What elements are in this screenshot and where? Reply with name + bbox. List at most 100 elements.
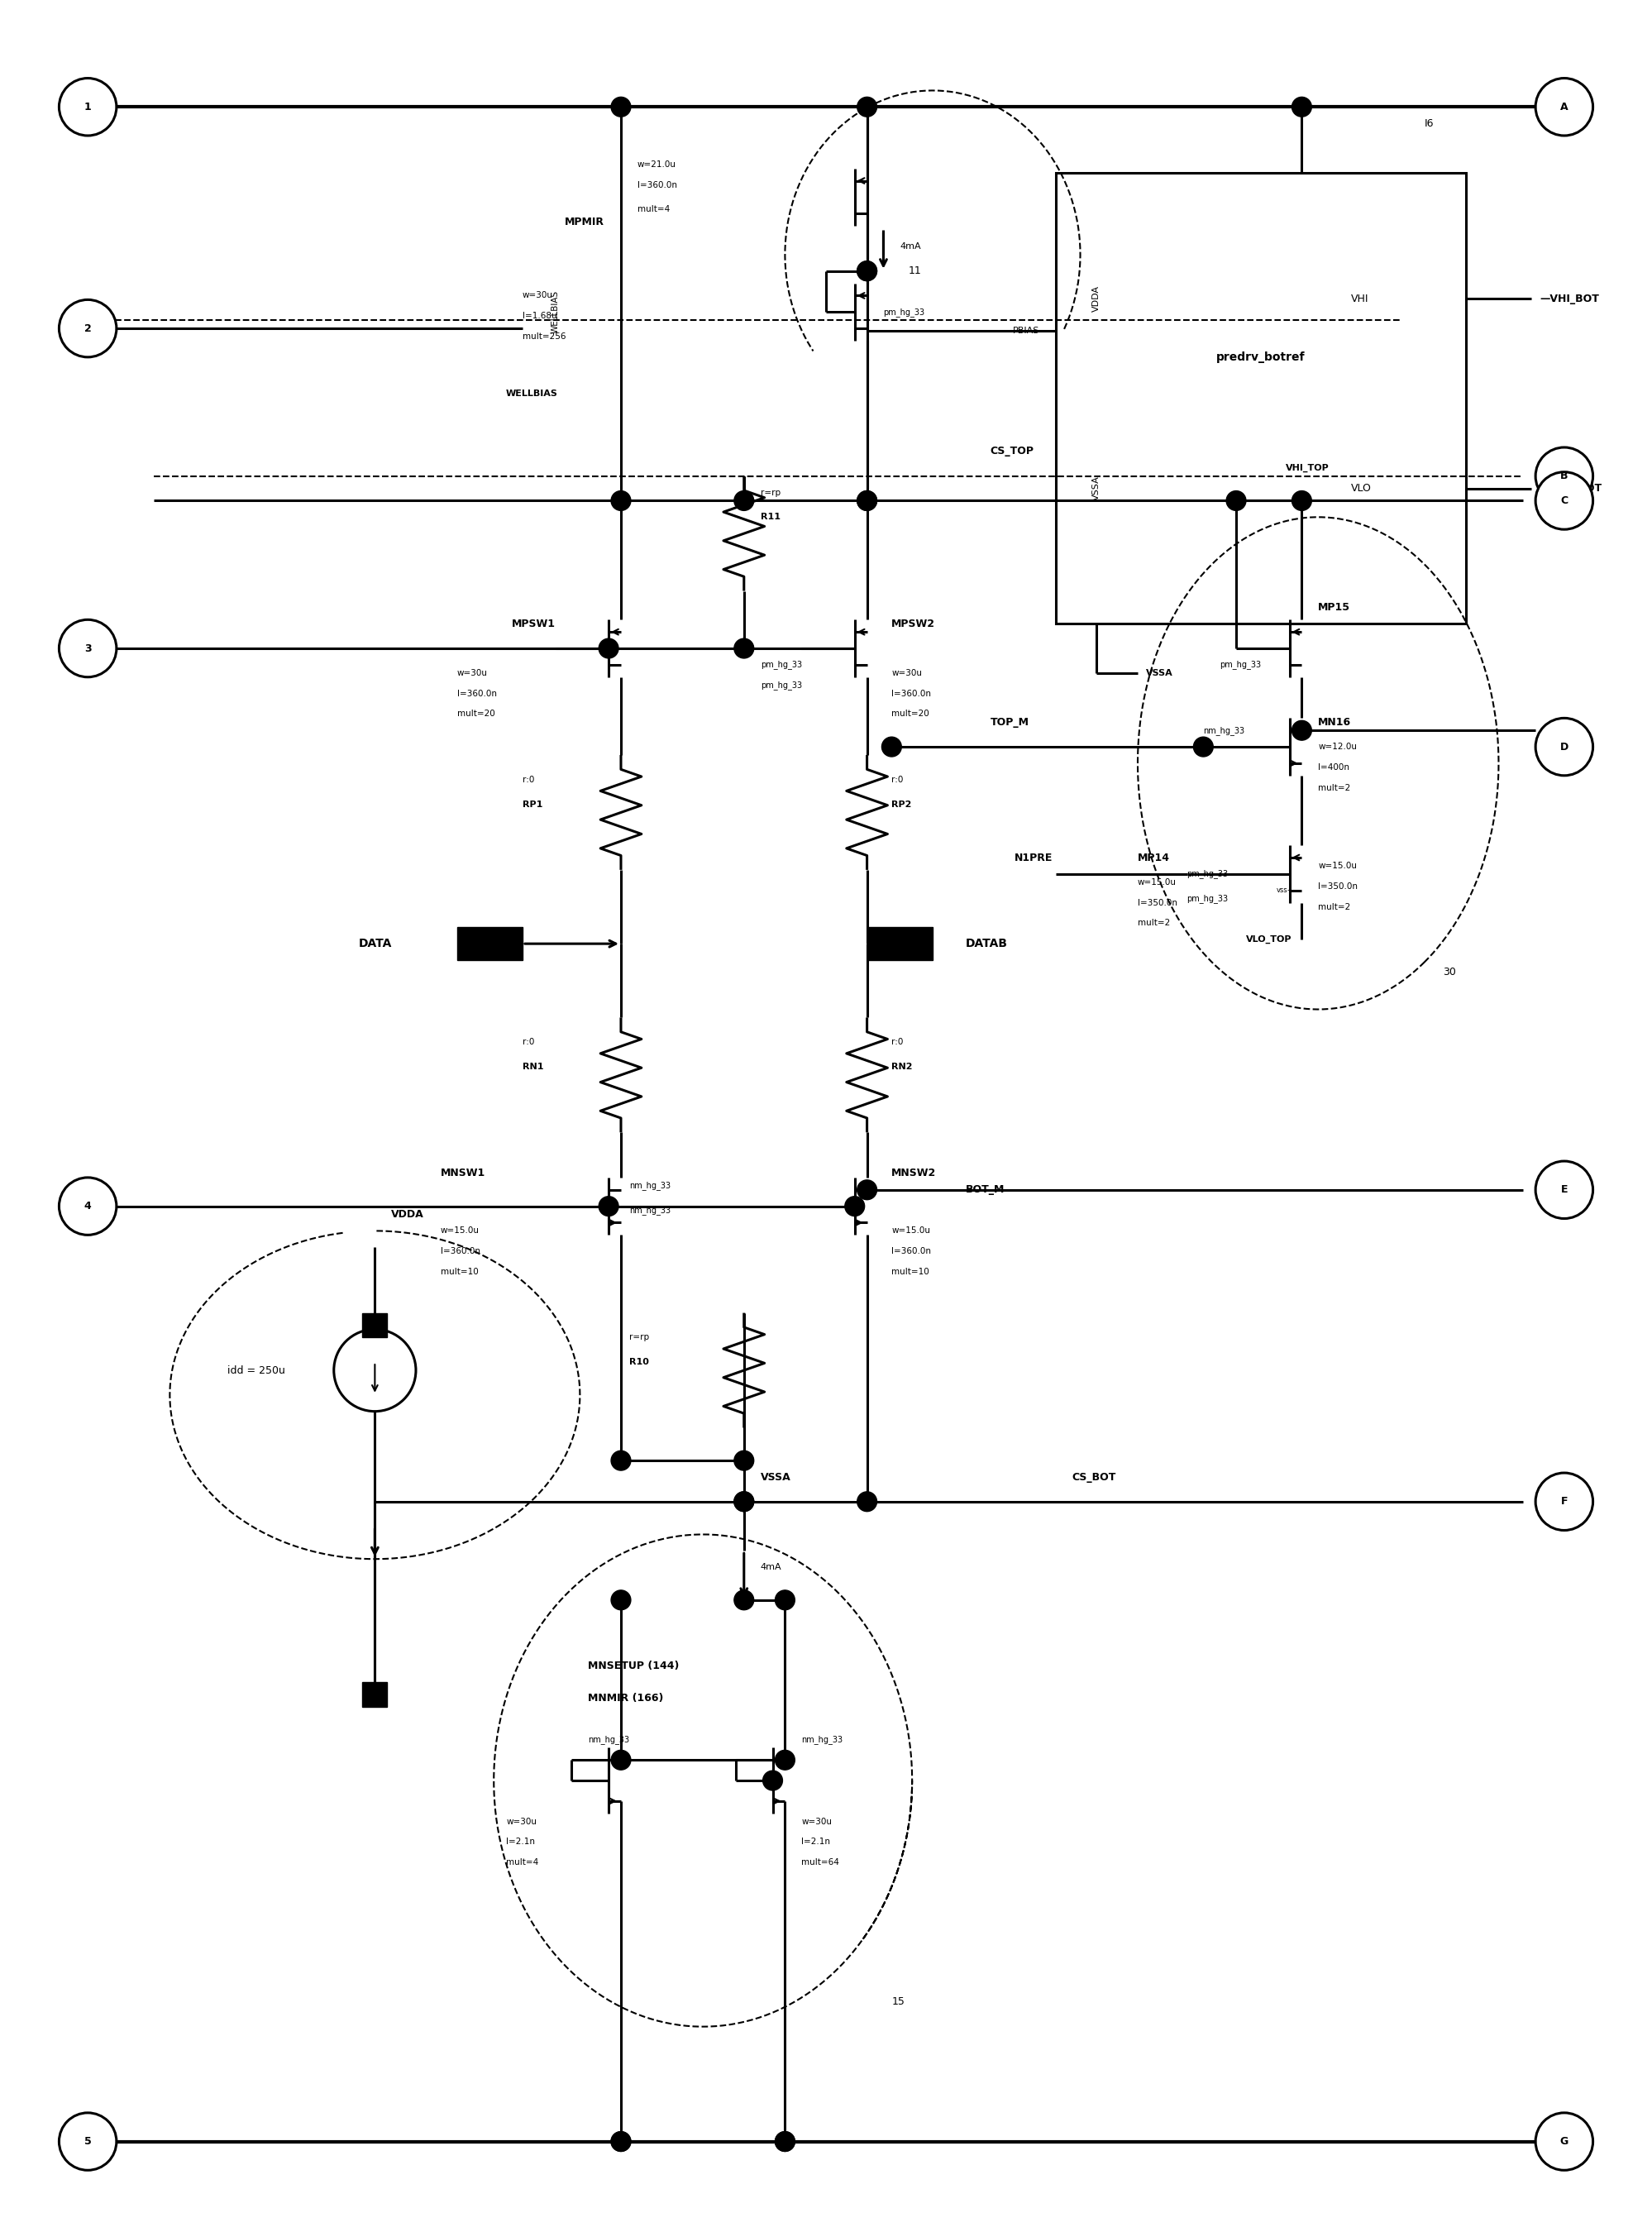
Circle shape: [59, 2114, 117, 2170]
Circle shape: [611, 491, 631, 511]
Text: nm_hg_33: nm_hg_33: [801, 1734, 843, 1743]
Text: w=30u: w=30u: [506, 1817, 537, 1826]
Circle shape: [598, 638, 618, 658]
Circle shape: [611, 1589, 631, 1609]
Text: pm_hg_33: pm_hg_33: [760, 661, 801, 670]
Text: r=rp: r=rp: [760, 489, 780, 498]
FancyArrow shape: [458, 926, 522, 960]
Text: w=15.0u: w=15.0u: [1138, 877, 1176, 886]
Text: 2: 2: [84, 324, 91, 335]
Text: DATA: DATA: [358, 937, 392, 949]
Text: RP2: RP2: [892, 799, 912, 808]
Text: l=360.0n: l=360.0n: [458, 690, 497, 699]
Text: 15: 15: [892, 1998, 905, 2007]
Text: VLO_TOP: VLO_TOP: [1246, 935, 1292, 944]
Circle shape: [1535, 446, 1593, 504]
Bar: [1056, 172, 1465, 623]
Circle shape: [733, 1451, 753, 1471]
Circle shape: [1292, 721, 1312, 741]
Text: mult=4: mult=4: [638, 205, 669, 214]
Text: RP1: RP1: [522, 799, 542, 808]
Circle shape: [1292, 491, 1312, 511]
Text: pm_hg_33: pm_hg_33: [1219, 661, 1260, 670]
Text: VHI_TOP: VHI_TOP: [1285, 464, 1328, 473]
Text: w=15.0u: w=15.0u: [892, 1228, 930, 1234]
Text: pm_hg_33: pm_hg_33: [760, 681, 801, 690]
Text: D: D: [1559, 741, 1568, 752]
Circle shape: [857, 491, 877, 511]
Circle shape: [59, 1178, 117, 1234]
Text: 4: 4: [84, 1201, 91, 1212]
Text: l=360.0n: l=360.0n: [892, 690, 932, 699]
Text: WELLBIAS: WELLBIAS: [552, 290, 560, 333]
Circle shape: [59, 620, 117, 676]
Circle shape: [1226, 491, 1246, 511]
Text: predrv_botref: predrv_botref: [1216, 350, 1305, 364]
Text: idd = 250u: idd = 250u: [228, 1366, 286, 1375]
Text: l=350.0n: l=350.0n: [1138, 899, 1178, 906]
Text: F: F: [1561, 1495, 1568, 1507]
Circle shape: [733, 1589, 753, 1609]
Text: 4mA: 4mA: [760, 1562, 781, 1571]
Text: nm_hg_33: nm_hg_33: [629, 1181, 671, 1190]
Text: MP14: MP14: [1138, 853, 1170, 864]
Text: nm_hg_33: nm_hg_33: [1203, 725, 1244, 734]
Text: pm_hg_33: pm_hg_33: [1186, 895, 1229, 904]
Circle shape: [857, 1491, 877, 1511]
Text: VSSA: VSSA: [1146, 670, 1173, 676]
Text: mult=20: mult=20: [458, 710, 494, 719]
Text: VSSA: VSSA: [1092, 475, 1100, 500]
Circle shape: [733, 491, 753, 511]
Text: pm_hg_33: pm_hg_33: [1186, 870, 1229, 879]
Circle shape: [844, 1196, 864, 1216]
Circle shape: [733, 1491, 753, 1511]
Text: C: C: [1561, 496, 1568, 507]
Text: mult=2: mult=2: [1318, 902, 1351, 911]
Text: 11: 11: [909, 266, 922, 277]
Text: mult=2: mult=2: [1138, 920, 1170, 926]
Text: pm_hg_33: pm_hg_33: [884, 308, 925, 317]
Circle shape: [1535, 471, 1593, 529]
Text: R10: R10: [629, 1357, 649, 1366]
Text: mult=2: mult=2: [1318, 783, 1351, 792]
Circle shape: [857, 1181, 877, 1199]
Text: VSSA: VSSA: [760, 1471, 791, 1482]
Text: l=360.0n: l=360.0n: [441, 1248, 481, 1257]
Circle shape: [775, 2132, 795, 2152]
Text: w=30u: w=30u: [892, 670, 922, 676]
Circle shape: [1292, 96, 1312, 116]
Text: l=400n: l=400n: [1318, 763, 1350, 772]
Text: r:0: r:0: [892, 1038, 904, 1047]
Text: CS_TOP: CS_TOP: [990, 446, 1034, 458]
Text: R11: R11: [760, 513, 780, 522]
FancyArrow shape: [867, 926, 933, 960]
Circle shape: [857, 261, 877, 281]
Text: r:0: r:0: [892, 775, 904, 783]
Text: mult=256: mult=256: [522, 333, 567, 341]
Text: w=30u: w=30u: [522, 292, 553, 299]
Text: B: B: [1559, 471, 1568, 482]
Text: MNSW2: MNSW2: [892, 1167, 937, 1178]
Text: l=2.1n: l=2.1n: [801, 1837, 831, 1846]
Text: VLO: VLO: [1351, 482, 1371, 493]
Text: MPSW2: MPSW2: [892, 618, 935, 629]
Text: mult=20: mult=20: [892, 710, 930, 719]
Text: l=360.0n: l=360.0n: [892, 1248, 932, 1257]
Text: w=21.0u: w=21.0u: [638, 161, 676, 167]
Circle shape: [59, 78, 117, 136]
Bar: [362, 1312, 387, 1337]
Text: vss+: vss+: [1277, 886, 1294, 895]
Text: w=15.0u: w=15.0u: [441, 1228, 479, 1234]
Text: RN2: RN2: [892, 1062, 912, 1071]
Text: mult=64: mult=64: [801, 1859, 839, 1866]
Bar: [362, 1683, 387, 1707]
Text: 30: 30: [1442, 966, 1455, 978]
Text: MP15: MP15: [1318, 603, 1350, 614]
Text: l=1.68u: l=1.68u: [522, 312, 557, 319]
Circle shape: [1535, 78, 1593, 136]
Text: VDDA: VDDA: [1092, 286, 1100, 312]
Text: A: A: [1559, 100, 1568, 112]
Text: MNSW1: MNSW1: [441, 1167, 486, 1178]
Circle shape: [611, 1750, 631, 1770]
Text: N1PRE: N1PRE: [1014, 853, 1052, 864]
